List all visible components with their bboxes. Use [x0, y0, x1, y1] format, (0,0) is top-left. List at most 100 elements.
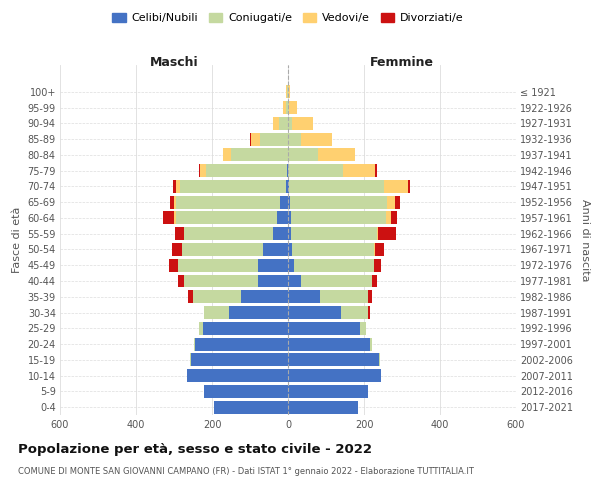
Bar	[292, 243, 373, 256]
Bar	[191, 354, 288, 366]
Bar	[206, 164, 287, 177]
Bar	[288, 400, 358, 413]
Bar	[199, 322, 203, 335]
Bar	[319, 148, 355, 162]
Bar	[175, 227, 184, 240]
Bar	[287, 164, 288, 177]
Bar	[250, 132, 251, 145]
Bar	[199, 164, 200, 177]
Bar	[173, 180, 176, 193]
Bar	[223, 148, 231, 162]
Bar	[176, 212, 277, 224]
Y-axis label: Anni di nascita: Anni di nascita	[580, 198, 590, 281]
Bar	[286, 180, 288, 193]
Bar	[229, 306, 288, 319]
Bar	[241, 290, 288, 303]
Text: Popolazione per età, sesso e stato civile - 2022: Popolazione per età, sesso e stato civil…	[18, 442, 372, 456]
Bar	[409, 180, 410, 193]
Bar	[288, 385, 368, 398]
Bar	[301, 132, 332, 145]
Bar	[187, 369, 288, 382]
Bar	[290, 196, 387, 208]
Bar	[288, 243, 292, 256]
Bar	[257, 259, 288, 272]
Bar	[301, 274, 371, 287]
Bar	[182, 243, 263, 256]
Bar	[288, 338, 370, 350]
Bar	[288, 117, 292, 130]
Bar	[273, 227, 288, 240]
Bar	[286, 86, 287, 98]
Bar	[174, 196, 176, 208]
Bar	[278, 117, 288, 130]
Bar	[231, 148, 288, 162]
Bar	[343, 164, 376, 177]
Bar	[205, 385, 288, 398]
Bar	[178, 274, 184, 287]
Bar	[273, 117, 278, 130]
Bar	[288, 322, 360, 335]
Bar	[294, 259, 373, 272]
Bar	[190, 354, 191, 366]
Bar	[289, 101, 297, 114]
Bar	[288, 180, 289, 193]
Bar	[373, 243, 376, 256]
Bar	[288, 212, 291, 224]
Bar	[174, 212, 176, 224]
Bar	[180, 180, 286, 193]
Bar	[288, 86, 290, 98]
Bar	[287, 86, 288, 98]
Bar	[360, 322, 366, 335]
Bar	[170, 196, 174, 208]
Bar	[379, 354, 380, 366]
Bar	[371, 274, 377, 287]
Bar	[176, 196, 280, 208]
Bar	[286, 101, 288, 114]
Bar	[377, 227, 379, 240]
Bar	[214, 400, 288, 413]
Bar	[368, 290, 373, 303]
Bar	[205, 306, 229, 319]
Bar	[288, 354, 379, 366]
Text: Maschi: Maschi	[149, 56, 199, 69]
Legend: Celibi/Nubili, Coniugati/e, Vedovi/e, Divorziati/e: Celibi/Nubili, Coniugati/e, Vedovi/e, Di…	[108, 8, 468, 28]
Bar	[203, 322, 288, 335]
Bar	[373, 259, 381, 272]
Bar	[376, 243, 384, 256]
Bar	[194, 338, 195, 350]
Bar	[288, 274, 301, 287]
Bar	[288, 259, 294, 272]
Bar	[280, 196, 288, 208]
Bar	[386, 212, 391, 224]
Bar	[169, 259, 178, 272]
Bar	[200, 164, 206, 177]
Bar	[387, 196, 395, 208]
Bar	[195, 338, 288, 350]
Bar	[288, 196, 290, 208]
Bar	[178, 259, 257, 272]
Text: Femmine: Femmine	[370, 56, 434, 69]
Bar	[292, 117, 313, 130]
Bar	[288, 290, 320, 303]
Bar	[376, 164, 377, 177]
Bar	[251, 132, 260, 145]
Bar	[341, 306, 368, 319]
Bar	[277, 212, 288, 224]
Bar	[291, 227, 377, 240]
Bar	[288, 148, 319, 162]
Bar	[370, 338, 371, 350]
Bar	[288, 306, 341, 319]
Bar	[172, 243, 182, 256]
Bar	[184, 227, 273, 240]
Bar	[263, 243, 288, 256]
Bar	[288, 101, 289, 114]
Text: COMUNE DI MONTE SAN GIOVANNI CAMPANO (FR) - Dati ISTAT 1° gennaio 2022 - Elabora: COMUNE DI MONTE SAN GIOVANNI CAMPANO (FR…	[18, 468, 474, 476]
Bar	[395, 196, 400, 208]
Y-axis label: Fasce di età: Fasce di età	[12, 207, 22, 273]
Bar	[184, 274, 257, 287]
Bar	[288, 227, 291, 240]
Bar	[176, 180, 180, 193]
Bar	[391, 212, 397, 224]
Bar	[257, 274, 288, 287]
Bar	[288, 164, 343, 177]
